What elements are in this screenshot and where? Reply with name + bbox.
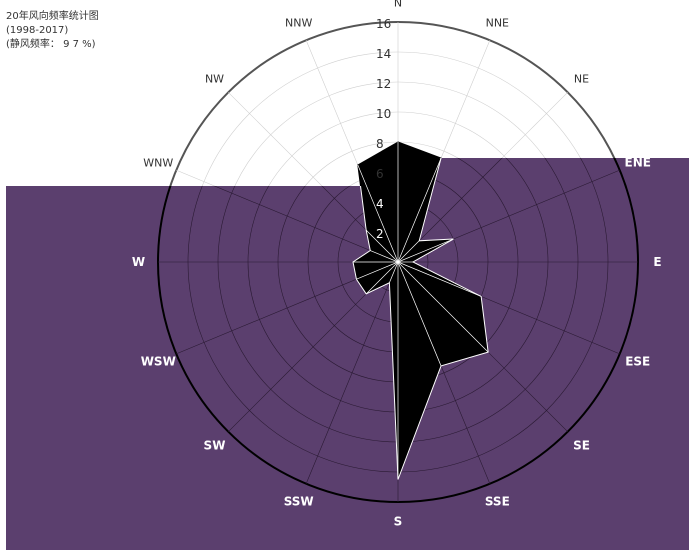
calm-frequency: (静风频率： 9 7 %) bbox=[6, 39, 96, 50]
rose-ray-WNW bbox=[370, 250, 399, 263]
direction-label-SSW: SSW bbox=[284, 495, 314, 509]
direction-label-SE: SE bbox=[573, 438, 590, 452]
rose-ray-WSW bbox=[356, 261, 399, 280]
direction-label-NW: NW bbox=[205, 73, 224, 86]
rose-ray-SSE bbox=[397, 261, 442, 367]
overlay-panel-strip bbox=[422, 158, 689, 188]
radial-tick-16: 16 bbox=[376, 17, 391, 31]
direction-label-WNW: WNW bbox=[140, 156, 177, 170]
radial-tick-12: 12 bbox=[376, 77, 391, 91]
rose-ray-NW bbox=[365, 229, 399, 263]
overlay-panel bbox=[6, 186, 689, 550]
direction-label-NE: NE bbox=[572, 72, 590, 86]
radial-tick-4: 4 bbox=[376, 197, 384, 211]
direction-label-N: N bbox=[394, 0, 402, 10]
rose-ray-NNE bbox=[397, 158, 442, 263]
direction-label-S: S bbox=[394, 515, 403, 529]
rose-ray-ESE bbox=[397, 261, 482, 297]
radial-tick-10: 10 bbox=[376, 107, 391, 121]
radial-tick-2: 2 bbox=[376, 227, 384, 241]
direction-label-NNE: NNE bbox=[486, 16, 509, 29]
direction-label-WSW: WSW bbox=[141, 354, 176, 368]
radial-tick-6: 6 bbox=[376, 167, 384, 181]
spoke-NE bbox=[397, 158, 568, 263]
rose-ray-SE bbox=[397, 261, 489, 353]
chart-legend: 20年风向频率统计图 (1998-2017) (静风频率： 9 7 %) bbox=[6, 10, 99, 52]
rose-polygon bbox=[352, 158, 489, 480]
direction-label-NW: NW bbox=[203, 72, 226, 86]
direction-label-NNW: NNW bbox=[285, 16, 312, 29]
overlay-layer: N NNE NE ENE E ESE SE SSE S SSW SW WSW W WNW NW NNW 2 4 6 8… bbox=[132, 0, 662, 529]
spoke-SSW bbox=[305, 261, 399, 484]
radial-tick-12: 12 bbox=[376, 77, 391, 91]
direction-label-WNW: WNW bbox=[143, 157, 173, 170]
radial-tick-16: 16 bbox=[376, 17, 391, 31]
direction-label-SSE: SSE bbox=[485, 495, 510, 509]
direction-label-NE: NE bbox=[574, 73, 589, 86]
direction-label-NNW: NNW bbox=[282, 15, 315, 29]
direction-label-ENE: ENE bbox=[625, 156, 651, 170]
direction-label-ESE: ESE bbox=[625, 354, 650, 368]
radial-tick-10: 10 bbox=[376, 107, 391, 121]
radial-tick-6: 6 bbox=[376, 167, 384, 181]
radial-tick-8: 8 bbox=[376, 137, 384, 151]
radial-tick-8: 8 bbox=[376, 137, 384, 151]
direction-label-E: E bbox=[653, 255, 661, 269]
radial-tick-14: 14 bbox=[376, 47, 391, 61]
chart-title: 20年风向频率统计图 bbox=[6, 11, 99, 22]
radial-tick-14: 14 bbox=[376, 47, 391, 61]
direction-label-SW: SW bbox=[204, 438, 226, 452]
rose-ray-NE bbox=[397, 240, 420, 263]
chart-period: (1998-2017) bbox=[6, 25, 69, 36]
rose-ray-SSW bbox=[389, 261, 399, 283]
direction-label-NNE: NNE bbox=[483, 15, 511, 29]
direction-label-N: N bbox=[393, 0, 403, 10]
direction-label-W: W bbox=[132, 255, 145, 269]
rose-ray-SW bbox=[365, 261, 399, 295]
rose-ray-ENE bbox=[397, 238, 454, 263]
